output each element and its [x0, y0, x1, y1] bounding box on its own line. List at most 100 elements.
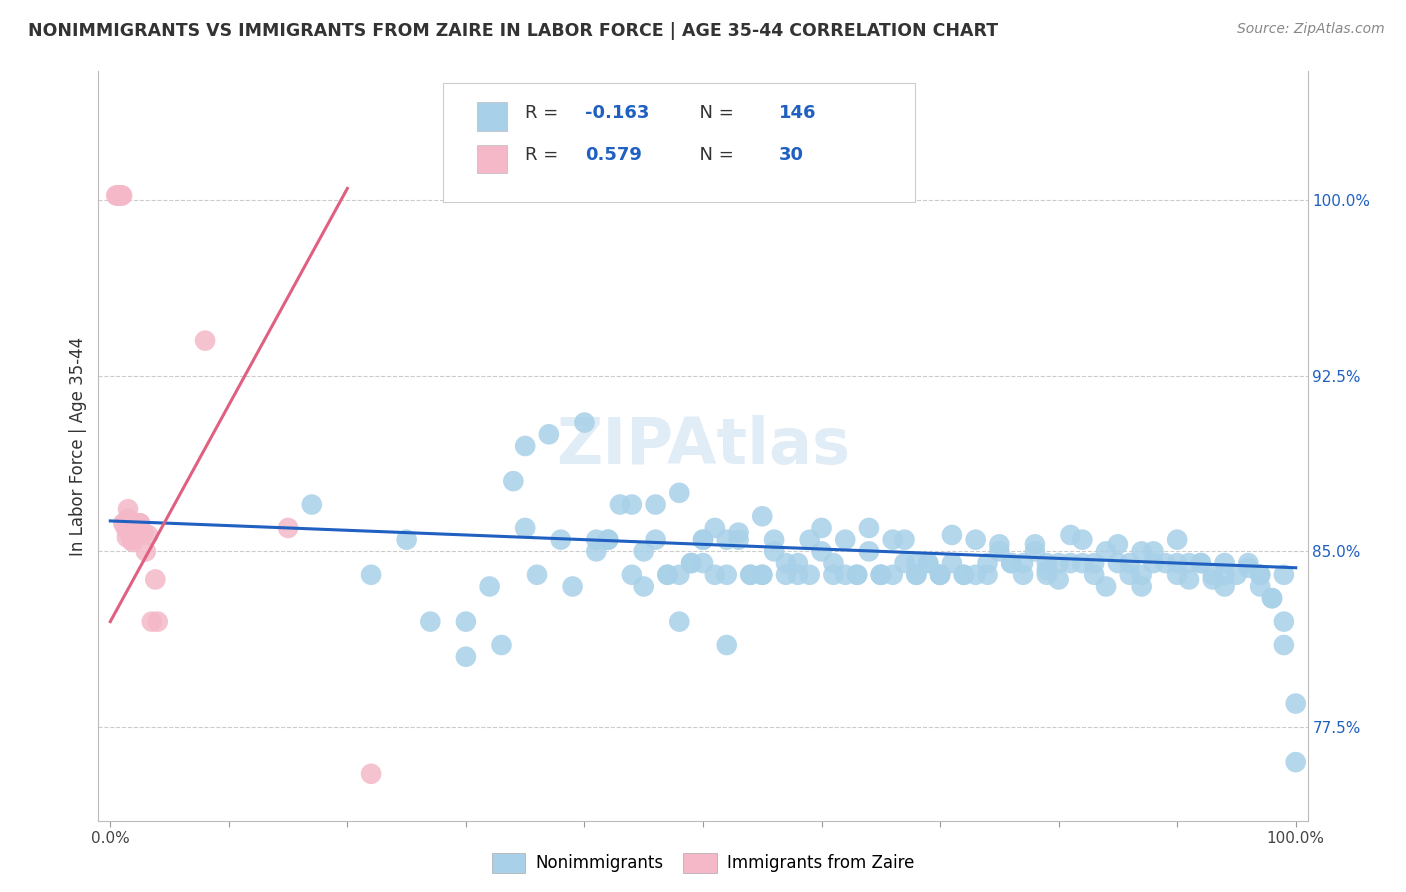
Point	[120, 528, 142, 542]
Point	[454, 649, 477, 664]
Point	[799, 567, 821, 582]
Point	[1083, 567, 1105, 582]
Point	[1071, 556, 1094, 570]
Point	[125, 521, 148, 535]
Point	[703, 567, 725, 582]
Point	[703, 521, 725, 535]
Point	[1142, 556, 1164, 570]
Point	[751, 567, 773, 582]
Point	[668, 485, 690, 500]
Point	[129, 516, 152, 531]
Y-axis label: In Labor Force | Age 35-44: In Labor Force | Age 35-44	[69, 336, 87, 556]
Point	[1036, 556, 1059, 570]
Point	[751, 567, 773, 582]
Point	[1202, 567, 1225, 582]
Point	[952, 567, 974, 582]
Point	[858, 521, 880, 535]
Point	[1095, 580, 1118, 594]
Point	[929, 567, 952, 582]
Point	[112, 516, 135, 531]
Point	[537, 427, 560, 442]
Point	[893, 556, 915, 570]
Point	[585, 544, 607, 558]
Point	[1285, 755, 1308, 769]
Text: NONIMMIGRANTS VS IMMIGRANTS FROM ZAIRE IN LABOR FORCE | AGE 35-44 CORRELATION CH: NONIMMIGRANTS VS IMMIGRANTS FROM ZAIRE I…	[28, 22, 998, 40]
Point	[1119, 556, 1142, 570]
Point	[360, 766, 382, 781]
Point	[1000, 556, 1022, 570]
Point	[763, 533, 786, 547]
Point	[727, 533, 749, 547]
Point	[952, 567, 974, 582]
Point	[491, 638, 513, 652]
Point	[1272, 615, 1295, 629]
Point	[810, 521, 832, 535]
Text: -0.163: -0.163	[585, 103, 650, 121]
Point	[1213, 567, 1236, 582]
Point	[121, 533, 143, 547]
Point	[515, 439, 537, 453]
Point	[118, 525, 141, 540]
Point	[1249, 580, 1271, 594]
Point	[194, 334, 217, 348]
Point	[786, 556, 808, 570]
Point	[550, 533, 572, 547]
FancyBboxPatch shape	[477, 145, 506, 173]
Point	[277, 521, 299, 535]
Point	[1272, 638, 1295, 652]
Point	[823, 556, 845, 570]
Point	[941, 556, 963, 570]
Point	[110, 188, 132, 202]
Point	[1071, 533, 1094, 547]
Point	[121, 535, 143, 549]
Point	[740, 567, 762, 582]
Point	[692, 533, 714, 547]
Point	[395, 533, 418, 547]
Point	[846, 567, 869, 582]
Point	[633, 544, 655, 558]
Point	[644, 533, 666, 547]
Point	[1047, 556, 1070, 570]
Point	[301, 498, 323, 512]
Point	[929, 567, 952, 582]
Point	[478, 580, 501, 594]
Text: Source: ZipAtlas.com: Source: ZipAtlas.com	[1237, 22, 1385, 37]
Point	[941, 528, 963, 542]
Point	[965, 533, 987, 547]
Point	[657, 567, 679, 582]
Point	[105, 188, 128, 202]
Point	[1213, 556, 1236, 570]
Point	[692, 533, 714, 547]
Point	[869, 567, 891, 582]
Point	[598, 533, 620, 547]
Legend: Nonimmigrants, Immigrants from Zaire: Nonimmigrants, Immigrants from Zaire	[485, 847, 921, 880]
Point	[893, 533, 915, 547]
Point	[502, 474, 524, 488]
Point	[799, 533, 821, 547]
Point	[1130, 580, 1153, 594]
Point	[122, 525, 145, 540]
Text: R =: R =	[524, 103, 564, 121]
Point	[905, 556, 928, 570]
Point	[1036, 567, 1059, 582]
Point	[114, 516, 136, 531]
Point	[1237, 561, 1260, 575]
Point	[132, 525, 155, 540]
Point	[1261, 591, 1284, 606]
Point	[1142, 544, 1164, 558]
Point	[1036, 563, 1059, 577]
Point	[107, 188, 129, 202]
Point	[136, 528, 159, 542]
Point	[1285, 697, 1308, 711]
Point	[965, 567, 987, 582]
Point	[1000, 556, 1022, 570]
Point	[1213, 580, 1236, 594]
Point	[1261, 591, 1284, 606]
Point	[834, 533, 856, 547]
Point	[976, 556, 998, 570]
Point	[1059, 528, 1081, 542]
Point	[1178, 556, 1201, 570]
Point	[644, 498, 666, 512]
Point	[1024, 544, 1046, 558]
Point	[988, 537, 1011, 551]
